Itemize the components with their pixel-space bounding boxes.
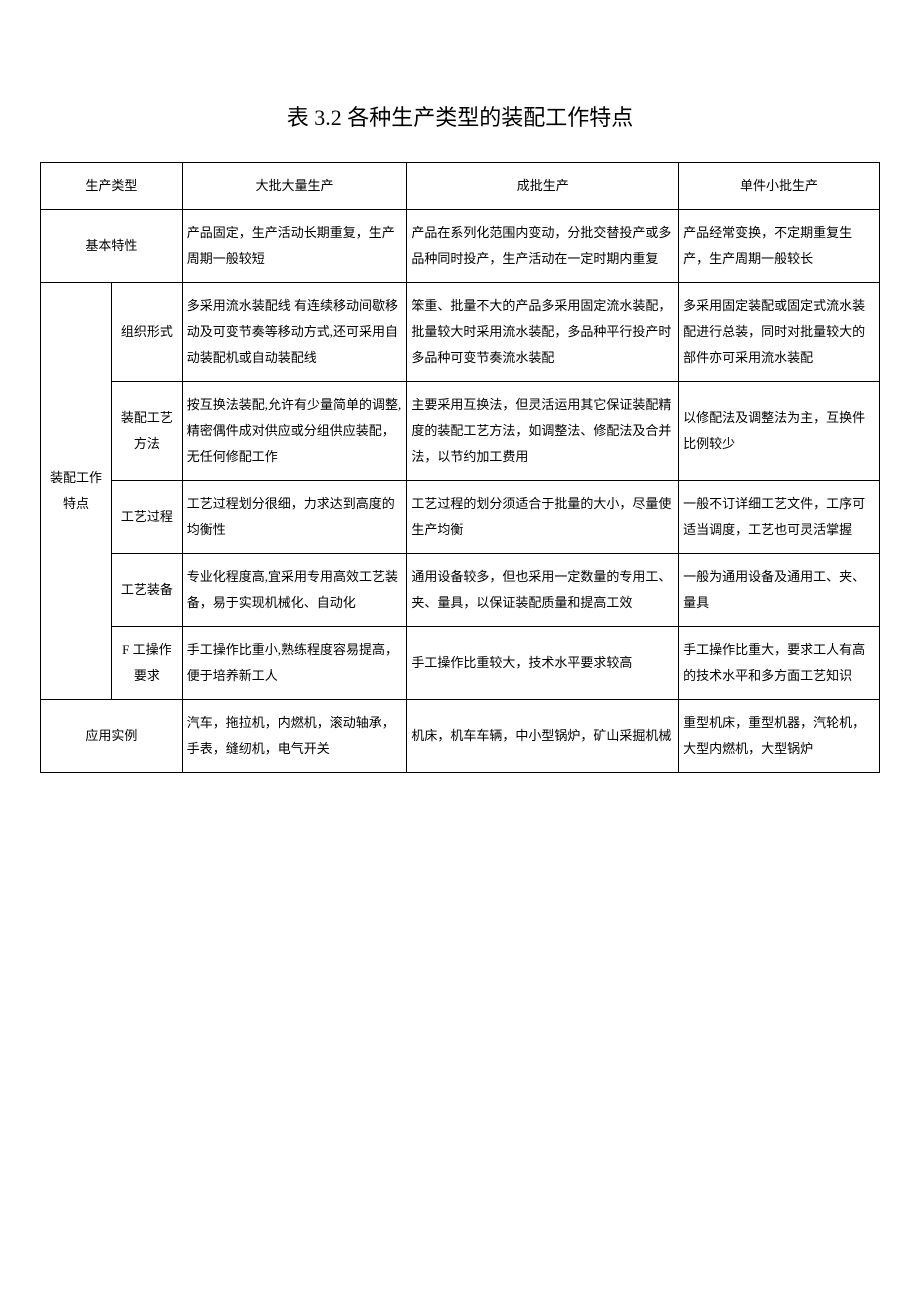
table-row: F 工操作要求 手工操作比重小,熟练程度容易提高，便于培养新工人 手工操作比重较… xyxy=(41,627,880,700)
row-label-process: 工艺过程 xyxy=(111,481,182,554)
table-row: 装配工作特点 组织形式 多采用流水装配线 有连续移动间歇移动及可变节奏等移动方式… xyxy=(41,283,880,382)
header-single-small-batch: 单件小批生产 xyxy=(679,163,880,210)
header-mass-production: 大批大量生产 xyxy=(182,163,407,210)
table-title: 表 3.2 各种生产类型的装配工作特点 xyxy=(40,100,880,132)
cell: 一般不订详细工艺文件，工序可适当调度，工艺也可灵活掌握 xyxy=(679,481,880,554)
cell: 重型机床，重型机器，汽轮机，大型内燃机，大型锅炉 xyxy=(679,700,880,773)
row-label-org: 组织形式 xyxy=(111,283,182,382)
cell: 产品固定，生产活动长期重复，生产周期一般较短 xyxy=(182,210,407,283)
cell: 手工操作比重大，要求工人有高的技术水平和多方面工艺知识 xyxy=(679,627,880,700)
cell: 以修配法及调整法为主，互换件比例较少 xyxy=(679,382,880,481)
cell: 手工操作比重较大，技术水平要求较高 xyxy=(407,627,679,700)
table-row: 应用实例 汽车，拖拉机，内燃机，滚动轴承，手表，缝纫机，电气开关 机床，机车车辆… xyxy=(41,700,880,773)
cell: 汽车，拖拉机，内燃机，滚动轴承，手表，缝纫机，电气开关 xyxy=(182,700,407,773)
cell: 手工操作比重小,熟练程度容易提高，便于培养新工人 xyxy=(182,627,407,700)
cell: 工艺过程的划分须适合于批量的大小，尽量使生产均衡 xyxy=(407,481,679,554)
cell: 专业化程度高,宜采用专用高效工艺装备，易于实现机械化、自动化 xyxy=(182,554,407,627)
cell: 主要采用互换法，但灵活运用其它保证装配精度的装配工艺方法，如调整法、修配法及合并… xyxy=(407,382,679,481)
table-header-row: 生产类型 大批大量生产 成批生产 单件小批生产 xyxy=(41,163,880,210)
cell: 多采用流水装配线 有连续移动间歇移动及可变节奏等移动方式,还可采用自动装配机或自… xyxy=(182,283,407,382)
assembly-characteristics-table: 生产类型 大批大量生产 成批生产 单件小批生产 基本特性 产品固定，生产活动长期… xyxy=(40,162,880,773)
table-row: 工艺过程 工艺过程划分很细，力求达到高度的均衡性 工艺过程的划分须适合于批量的大… xyxy=(41,481,880,554)
row-label-basic: 基本特性 xyxy=(41,210,183,283)
cell: 按互换法装配,允许有少量简单的调整,精密偶件成对供应或分组供应装配，无任何修配工… xyxy=(182,382,407,481)
cell: 产品在系列化范围内变动，分批交替投产或多品种同时投产，生产活动在一定时期内重复 xyxy=(407,210,679,283)
header-batch-production: 成批生产 xyxy=(407,163,679,210)
cell: 多采用固定装配或固定式流水装配进行总装，同时对批量较大的部件亦可采用流水装配 xyxy=(679,283,880,382)
table-row: 装配工艺方法 按互换法装配,允许有少量简单的调整,精密偶件成对供应或分组供应装配… xyxy=(41,382,880,481)
row-group-label: 装配工作特点 xyxy=(41,283,112,700)
cell: 笨重、批量不大的产品多采用固定流水装配，批量较大时采用流水装配，多品种平行投产时… xyxy=(407,283,679,382)
header-production-type: 生产类型 xyxy=(41,163,183,210)
row-label-worker: F 工操作要求 xyxy=(111,627,182,700)
cell: 一般为通用设备及通用工、夹、量具 xyxy=(679,554,880,627)
row-label-example: 应用实例 xyxy=(41,700,183,773)
row-label-equip: 工艺装备 xyxy=(111,554,182,627)
cell: 通用设备较多，但也采用一定数量的专用工、夹、量具，以保证装配质量和提高工效 xyxy=(407,554,679,627)
table-row: 工艺装备 专业化程度高,宜采用专用高效工艺装备，易于实现机械化、自动化 通用设备… xyxy=(41,554,880,627)
row-label-method: 装配工艺方法 xyxy=(111,382,182,481)
cell: 机床，机车车辆，中小型锅炉，矿山采掘机械 xyxy=(407,700,679,773)
cell: 产品经常变换，不定期重复生产，生产周期一般较长 xyxy=(679,210,880,283)
table-row: 基本特性 产品固定，生产活动长期重复，生产周期一般较短 产品在系列化范围内变动，… xyxy=(41,210,880,283)
cell: 工艺过程划分很细，力求达到高度的均衡性 xyxy=(182,481,407,554)
